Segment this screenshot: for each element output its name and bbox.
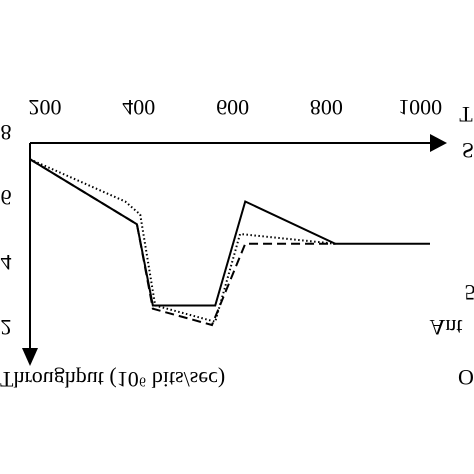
x-tick-label: 800 <box>310 95 343 120</box>
data-line <box>29 158 336 323</box>
y-tick-label: 4 <box>1 250 12 275</box>
y-tick-label: 6 <box>1 185 12 210</box>
annotation: Ant <box>430 315 463 340</box>
annotation: T <box>459 102 473 127</box>
y-tick-label: 2 <box>1 315 12 340</box>
annotation: S <box>462 138 474 163</box>
y-arrow <box>22 348 38 366</box>
data-line <box>29 158 430 307</box>
x-tick-label: 1000 <box>398 95 442 120</box>
y-axis-label: Throughput (10⁶ bits/sec) <box>0 367 225 392</box>
annotation: O <box>458 365 474 390</box>
data-line <box>29 158 336 327</box>
annotation: 5 <box>465 280 474 305</box>
x-arrow <box>430 134 447 152</box>
x-tick-label: 600 <box>216 95 249 120</box>
y-tick-label: 8 <box>1 120 12 145</box>
x-tick-label: 200 <box>29 95 62 120</box>
x-tick-label: 400 <box>122 95 155 120</box>
